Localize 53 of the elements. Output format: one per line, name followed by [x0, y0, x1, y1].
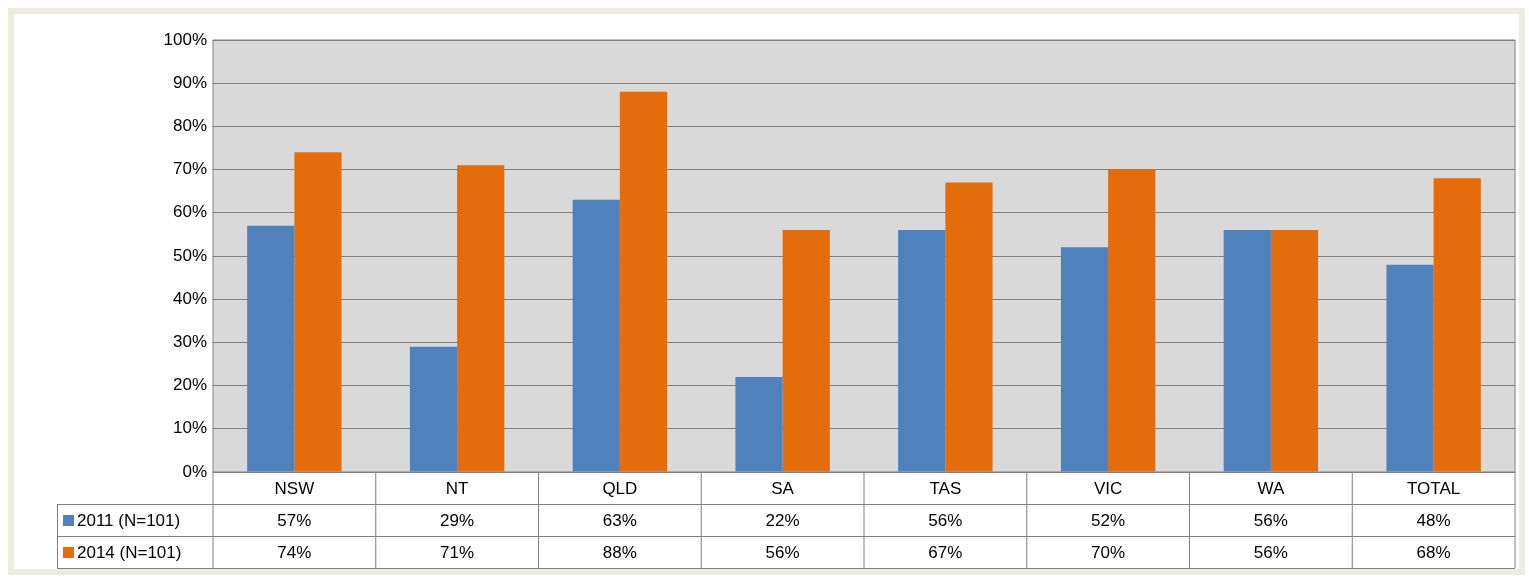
x-tick-label: TAS	[929, 478, 962, 498]
bar	[1386, 264, 1434, 472]
data-label: 29%	[440, 510, 475, 530]
data-label: 57%	[277, 510, 312, 530]
bar	[1223, 230, 1271, 472]
x-tick-label: VIC	[1093, 478, 1123, 498]
bar	[945, 182, 993, 472]
y-tick-label: 90%	[172, 72, 207, 92]
bar	[1060, 247, 1109, 472]
data-label: 74%	[277, 542, 312, 562]
y-tick-label: 30%	[172, 332, 207, 352]
data-label: 71%	[440, 542, 475, 562]
bar	[1433, 178, 1481, 472]
legend-label: 2014 (N=101)	[77, 542, 182, 562]
bar	[1108, 169, 1156, 472]
data-label: 56%	[1253, 542, 1288, 562]
bar	[735, 376, 783, 472]
bar	[619, 91, 668, 472]
y-tick-label: 80%	[172, 116, 207, 136]
bar	[572, 199, 620, 472]
bar	[782, 230, 830, 472]
x-tick-label: SA	[771, 478, 795, 498]
y-tick-label: 20%	[172, 375, 207, 395]
data-label: 48%	[1416, 510, 1451, 530]
legend-label: 2011 (N=101)	[77, 510, 181, 530]
bar	[457, 165, 505, 472]
bar	[1270, 230, 1319, 472]
y-tick-label: 10%	[172, 418, 207, 438]
data-label: 56%	[1253, 510, 1288, 530]
y-tick-label: 0%	[182, 461, 207, 481]
bar	[247, 225, 295, 472]
x-tick-label: NT	[445, 478, 469, 498]
x-tick-label: QLD	[602, 478, 638, 498]
y-tick-label: 100%	[163, 29, 207, 49]
data-label: 56%	[928, 510, 963, 530]
y-tick-label: 50%	[172, 245, 207, 265]
data-label: 68%	[1416, 542, 1451, 562]
x-tick-label: NSW	[274, 478, 315, 498]
bar	[898, 230, 946, 472]
data-label: 63%	[602, 510, 637, 530]
x-tick-label: WA	[1257, 478, 1285, 498]
x-tick-label: TOTAL	[1407, 478, 1461, 498]
y-tick-label: 70%	[172, 159, 207, 179]
data-label: 56%	[765, 542, 800, 562]
y-tick-label: 60%	[172, 202, 207, 222]
bar	[409, 346, 458, 472]
data-label: 70%	[1091, 542, 1126, 562]
data-label: 88%	[602, 542, 637, 562]
bar	[294, 152, 342, 472]
data-label: 22%	[765, 510, 800, 530]
data-label: 52%	[1091, 510, 1126, 530]
data-label: 67%	[928, 542, 963, 562]
y-tick-label: 40%	[172, 288, 207, 308]
